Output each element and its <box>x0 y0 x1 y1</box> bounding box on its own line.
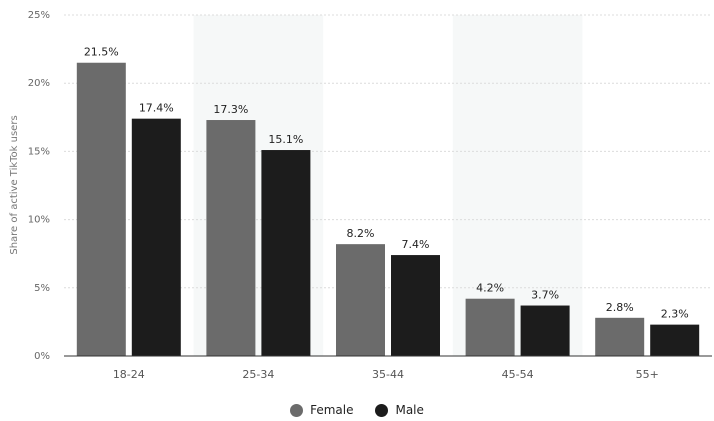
bar-male-25-34 <box>261 150 311 356</box>
x-tick-label: 35-44 <box>372 368 404 381</box>
legend-label-male: Male <box>395 403 424 417</box>
bar-female-35-44 <box>336 244 385 356</box>
x-axis-ticks: 18-24 25-34 35-44 45-54 55+ <box>113 368 659 381</box>
data-label: 21.5% <box>84 46 119 59</box>
data-label: 2.8% <box>606 301 634 314</box>
y-axis-label: Share of active TikTok users <box>9 115 20 254</box>
y-tick-label: 15% <box>28 146 50 157</box>
x-tick-label: 55+ <box>636 368 659 381</box>
bar-female-55+ <box>595 317 645 356</box>
bars: 21.5% 17.4% 17.3% 15.1% 8.2% 7.4% 4.2% 3.7% 2.8%… <box>76 46 700 357</box>
y-tick-label: 10% <box>28 215 50 226</box>
bar-female-45-54 <box>465 298 515 356</box>
legend: Female Male <box>0 403 714 417</box>
x-tick-label: 45-54 <box>502 368 534 381</box>
legend-item-male[interactable]: Male <box>375 403 424 417</box>
bar-female-18-24 <box>76 62 126 357</box>
bar-female-25-34 <box>206 120 256 356</box>
y-tick-label: 5% <box>34 283 50 294</box>
y-axis-ticks: 0% 5% 10% 15% 20% 25% <box>28 10 50 362</box>
data-label: 15.1% <box>268 133 303 146</box>
data-label: 2.3% <box>661 308 689 321</box>
data-label: 17.3% <box>213 103 248 116</box>
bar-male-18-24 <box>131 118 181 356</box>
y-tick-label: 0% <box>34 351 50 362</box>
bar-male-45-54 <box>520 305 570 356</box>
legend-label-female: Female <box>310 403 354 417</box>
legend-item-female[interactable]: Female <box>290 403 353 417</box>
data-label: 3.7% <box>531 289 559 302</box>
y-tick-label: 25% <box>28 10 50 21</box>
data-label: 4.2% <box>476 282 504 295</box>
legend-swatch-female <box>290 403 304 417</box>
x-tick-label: 18-24 <box>113 368 145 381</box>
data-label: 17.4% <box>139 102 174 115</box>
data-label: 8.2% <box>347 227 375 240</box>
legend-swatch-male <box>375 403 389 417</box>
bar-chart: 0% 5% 10% 15% 20% 25% Share of active TikTok … <box>9 10 712 381</box>
data-label: 7.4% <box>402 238 430 251</box>
y-tick-label: 20% <box>28 78 50 89</box>
x-tick-label: 25-34 <box>242 368 274 381</box>
bar-male-35-44 <box>391 255 440 356</box>
bar-male-55+ <box>650 324 700 356</box>
